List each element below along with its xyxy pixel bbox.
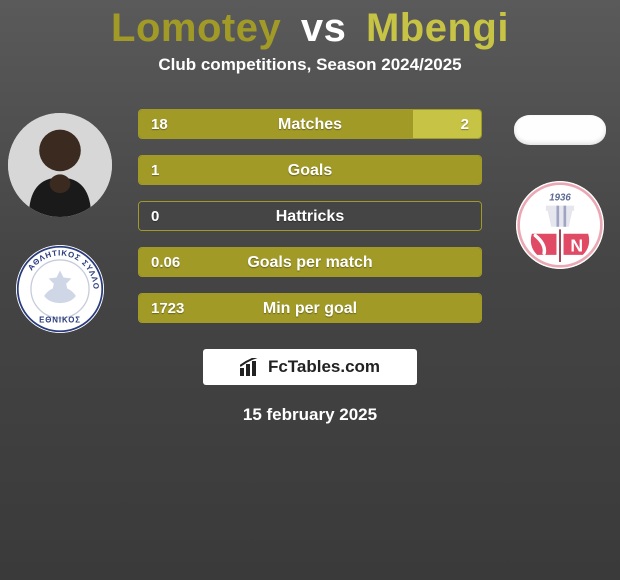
stat-bar: 1723Min per goal <box>138 293 482 323</box>
stat-label: Goals per match <box>139 248 481 277</box>
attribution-badge: FcTables.com <box>203 349 417 385</box>
stat-bar: 0Hattricks <box>138 201 482 231</box>
stat-bar: 1Goals <box>138 155 482 185</box>
main-content: ΑΘΛΗΤΙΚΟΣ ΣΥΛΛΟΓΟΣ ΕΘΝΙΚΟΣ 1936 <box>0 109 620 323</box>
svg-text:1936: 1936 <box>549 192 571 203</box>
stat-label: Min per goal <box>139 294 481 323</box>
comparison-card: Lomotey vs Mbengi Club competitions, Sea… <box>0 0 620 580</box>
title-player1: Lomotey <box>111 6 281 50</box>
stat-bar: 182Matches <box>138 109 482 139</box>
date-text: 15 february 2025 <box>0 405 620 425</box>
player-right-flag <box>514 115 606 145</box>
player-left-column: ΑΘΛΗΤΙΚΟΣ ΣΥΛΛΟΓΟΣ ΕΘΝΙΚΟΣ <box>0 109 120 333</box>
stat-bars: 182Matches 1Goals 0Hattricks 0.06Goals per … <box>138 109 482 323</box>
avatar-placeholder-icon <box>8 113 112 217</box>
svg-text:N: N <box>570 235 583 255</box>
player-right-club-badge: 1936 N <box>516 181 604 269</box>
attribution-text: FcTables.com <box>268 357 380 377</box>
svg-text:ΕΘΝΙΚΟΣ: ΕΘΝΙΚΟΣ <box>39 315 81 324</box>
chart-icon <box>240 358 262 376</box>
club-badge-left-icon: ΑΘΛΗΤΙΚΟΣ ΣΥΛΛΟΓΟΣ ΕΘΝΙΚΟΣ <box>16 245 104 333</box>
card-subtitle: Club competitions, Season 2024/2025 <box>0 55 620 75</box>
card-title: Lomotey vs Mbengi <box>0 0 620 51</box>
player-left-avatar <box>8 113 112 217</box>
stat-bar: 0.06Goals per match <box>138 247 482 277</box>
title-player2: Mbengi <box>366 6 509 50</box>
player-right-column: 1936 N <box>500 109 620 269</box>
stat-label: Goals <box>139 156 481 185</box>
stat-label: Matches <box>139 110 481 139</box>
player-left-club-badge: ΑΘΛΗΤΙΚΟΣ ΣΥΛΛΟΓΟΣ ΕΘΝΙΚΟΣ <box>16 245 104 333</box>
title-vs: vs <box>301 6 347 50</box>
stat-label: Hattricks <box>139 202 481 231</box>
club-badge-right-icon: 1936 N <box>516 181 604 269</box>
